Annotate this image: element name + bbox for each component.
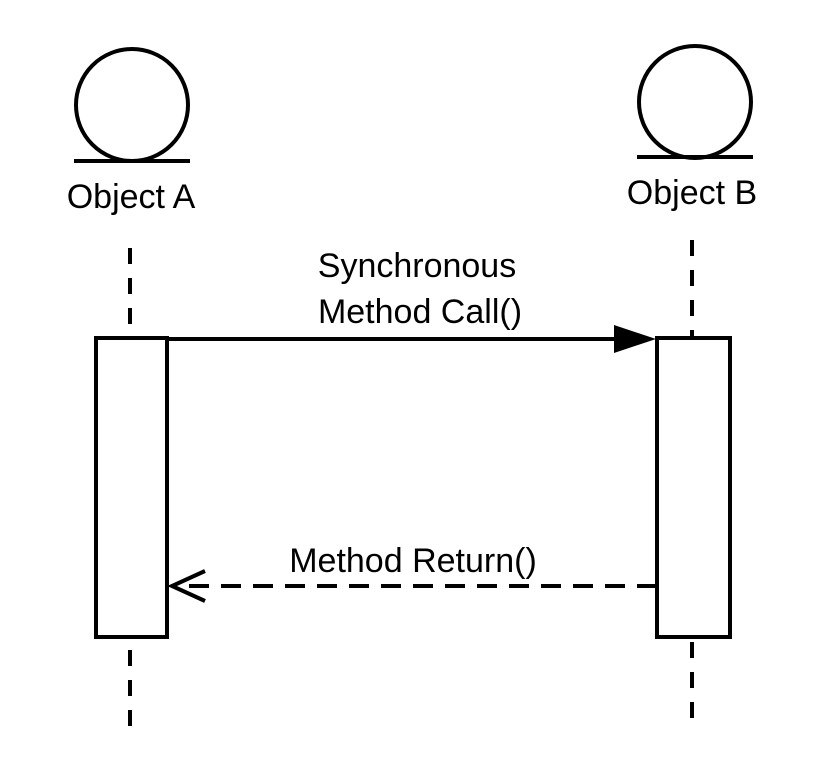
object-b-icon bbox=[637, 44, 753, 160]
call-message: Synchronous Method Call() bbox=[167, 247, 656, 353]
object-b: Object B bbox=[627, 44, 757, 212]
object-a-icon bbox=[74, 47, 190, 163]
object-a: Object A bbox=[67, 47, 196, 216]
activation-box-b bbox=[655, 336, 732, 639]
object-a-label: Object A bbox=[67, 178, 196, 216]
return-message: Method Return() bbox=[167, 542, 657, 603]
activation-box-a bbox=[94, 336, 169, 639]
object-b-label: Object B bbox=[627, 174, 757, 212]
filled-arrowhead-icon bbox=[614, 325, 656, 353]
call-label-line2: Method Call() bbox=[318, 293, 522, 331]
open-arrowhead-icon bbox=[167, 569, 206, 603]
return-label: Method Return() bbox=[289, 542, 537, 580]
call-label-line1: Synchronous bbox=[318, 247, 516, 285]
